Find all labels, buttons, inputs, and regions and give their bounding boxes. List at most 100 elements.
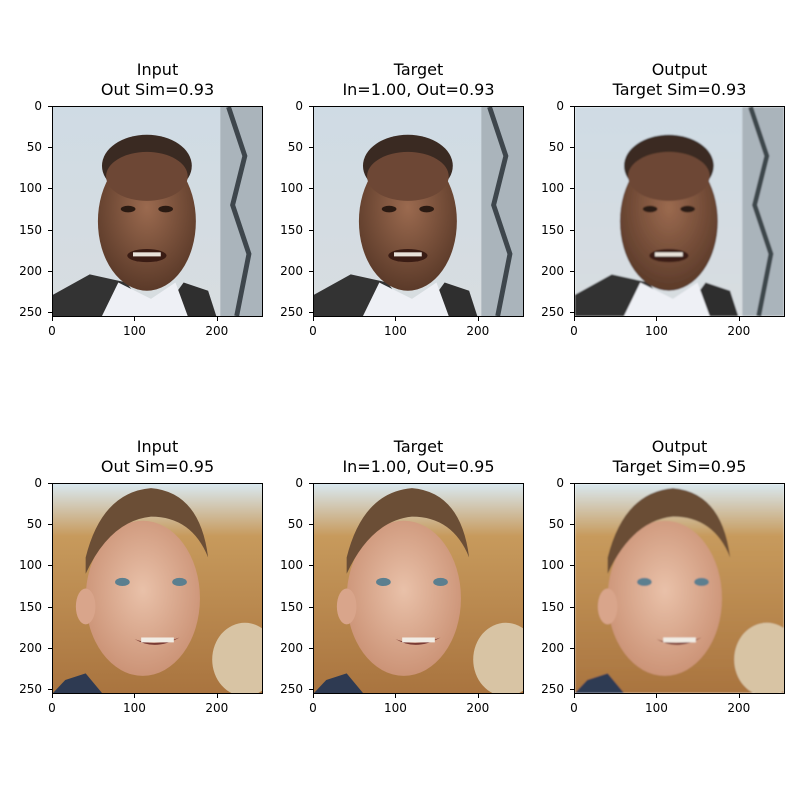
y-tick-label: 250: [280, 682, 303, 697]
y-tick-label: 0: [295, 99, 303, 113]
x-tick-label: 200: [466, 324, 490, 338]
y-tick-mark: [48, 483, 52, 484]
panel-title-line1: Target: [393, 60, 444, 79]
y-tick-label: 150: [541, 599, 564, 614]
x-tick-label: 100: [383, 324, 407, 338]
y-tick-mark: [48, 229, 52, 231]
y-tick-label: 250: [280, 305, 303, 320]
y-tick-mark: [570, 524, 574, 526]
y-tick-mark: [48, 147, 52, 149]
panel-r1-c2: Target In=1.00, Out=0.93 0 50 100 150 200 250 0 1…: [280, 60, 524, 337]
y-tick-mark: [570, 229, 574, 231]
y-tick-mark: [570, 483, 574, 484]
y-tick-mark: [48, 524, 52, 526]
x-tick-mark: [738, 317, 740, 321]
face-image: [313, 106, 524, 317]
x-tick-label: 200: [727, 701, 751, 715]
panel-title: Output Target Sim=0.93: [560, 60, 800, 100]
y-tick-mark: [309, 188, 313, 190]
y-tick-label: 0: [34, 476, 42, 490]
x-tick-label: 100: [122, 324, 146, 338]
x-tick-mark: [216, 694, 218, 698]
y-tick-mark: [309, 270, 313, 272]
x-tick-mark: [313, 694, 314, 698]
y-tick-label: 200: [280, 263, 303, 278]
y-tick-label: 50: [287, 517, 303, 532]
y-tick-label: 250: [19, 682, 42, 697]
y-tick-mark: [48, 188, 52, 190]
x-tick-mark: [656, 694, 658, 698]
y-tick-label: 0: [556, 476, 564, 490]
x-tick-mark: [574, 694, 575, 698]
y-tick-mark: [48, 565, 52, 567]
y-tick-label: 150: [19, 599, 42, 614]
panel-r2-c3: Output Target Sim=0.95 0 50 100 150 200 250 0 100…: [541, 437, 785, 714]
y-tick-label: 50: [26, 517, 42, 532]
x-tick-mark: [477, 694, 479, 698]
x-tick-label: 100: [644, 701, 668, 715]
x-tick-mark: [134, 317, 136, 321]
y-tick-label: 150: [541, 222, 564, 237]
y-tick-mark: [309, 312, 313, 314]
panel-r2-c1: Input Out Sim=0.95 0 50 100 150 200 250 0 100 200: [19, 437, 263, 714]
panel-title-line1: Input: [136, 437, 179, 456]
x-tick-label: 100: [122, 701, 146, 715]
x-tick-label: 0: [570, 324, 578, 338]
y-tick-label: 50: [548, 517, 564, 532]
panel-r2-c2: Target In=1.00, Out=0.95 0 50 100 150 200 250 0 1…: [280, 437, 524, 714]
y-tick-label: 50: [287, 140, 303, 155]
panel-title: Target In=1.00, Out=0.93: [299, 60, 539, 100]
y-tick-label: 250: [19, 305, 42, 320]
x-tick-label: 0: [309, 324, 317, 338]
face-image: [574, 106, 785, 317]
panel-title-line2: Target Sim=0.95: [612, 457, 747, 476]
x-tick-label: 0: [48, 701, 56, 715]
panel-title: Input Out Sim=0.95: [38, 437, 278, 477]
panel-title-line2: Target Sim=0.93: [612, 80, 747, 99]
panel-r1-c3: Output Target Sim=0.93 0 50 100 150 200 250 0 100…: [541, 60, 785, 337]
y-tick-label: 0: [34, 99, 42, 113]
y-tick-label: 250: [541, 682, 564, 697]
panel-title-line1: Output: [651, 60, 708, 79]
y-tick-mark: [309, 606, 313, 608]
y-tick-mark: [570, 106, 574, 107]
y-tick-mark: [570, 312, 574, 314]
x-tick-label: 0: [570, 701, 578, 715]
x-tick-mark: [216, 317, 218, 321]
x-tick-label: 100: [644, 324, 668, 338]
y-tick-mark: [48, 647, 52, 649]
x-tick-label: 0: [48, 324, 56, 338]
y-tick-mark: [570, 270, 574, 272]
panel-r1-c1: Input Out Sim=0.93 0 50 100 150 200 250 0 100 200: [19, 60, 263, 337]
y-tick-mark: [309, 483, 313, 484]
y-tick-label: 200: [280, 640, 303, 655]
x-tick-mark: [738, 694, 740, 698]
panel-title-line1: Input: [136, 60, 179, 79]
y-tick-label: 200: [541, 640, 564, 655]
x-tick-label: 0: [309, 701, 317, 715]
y-tick-label: 200: [19, 640, 42, 655]
panel-title: Output Target Sim=0.95: [560, 437, 800, 477]
y-tick-label: 250: [541, 305, 564, 320]
y-tick-label: 50: [26, 140, 42, 155]
y-tick-label: 50: [548, 140, 564, 155]
x-tick-mark: [134, 694, 136, 698]
panel-title-line1: Output: [651, 437, 708, 456]
y-tick-label: 100: [280, 558, 303, 573]
panel-title-line2: In=1.00, Out=0.95: [342, 457, 495, 476]
y-tick-mark: [48, 606, 52, 608]
face-image: [52, 483, 263, 694]
y-tick-label: 150: [280, 599, 303, 614]
y-tick-mark: [309, 147, 313, 149]
face-image: [574, 483, 785, 694]
y-tick-label: 100: [541, 558, 564, 573]
x-tick-mark: [477, 317, 479, 321]
face-image: [52, 106, 263, 317]
x-tick-label: 200: [727, 324, 751, 338]
x-tick-mark: [52, 317, 53, 321]
y-tick-label: 100: [280, 181, 303, 196]
y-tick-label: 0: [295, 476, 303, 490]
face-image: [313, 483, 524, 694]
x-tick-mark: [313, 317, 314, 321]
y-tick-mark: [48, 312, 52, 314]
